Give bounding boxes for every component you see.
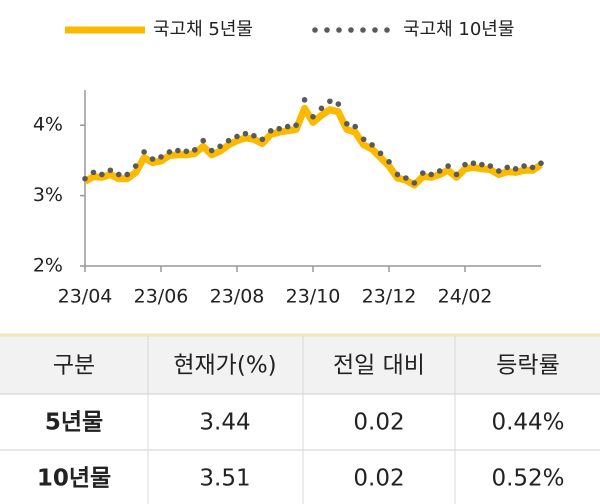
legend-label: 국고채 10년물: [403, 19, 514, 40]
data-point: [479, 161, 485, 168]
legend-marker: [384, 27, 390, 33]
legend-marker: [348, 27, 354, 33]
data-point: [377, 150, 384, 157]
data-point: [327, 98, 333, 105]
data-point: [183, 148, 190, 155]
table-cell: 5년물: [45, 410, 103, 436]
data-point: [90, 169, 97, 176]
data-point: [276, 125, 283, 132]
table-cell: 10년물: [37, 466, 111, 492]
data-point: [386, 159, 392, 165]
data-point: [411, 180, 418, 186]
data-point: [115, 171, 122, 178]
data-point: [234, 133, 240, 140]
data-point: [301, 97, 308, 103]
legend-marker: [360, 27, 366, 33]
x-tick-label: 23/06: [134, 286, 189, 308]
legend-label: 국고채 5년물: [153, 19, 253, 40]
table-header: 등락률: [496, 353, 559, 379]
data-point: [428, 171, 435, 178]
legend-marker: [372, 27, 378, 33]
y-tick-label: 3%: [33, 184, 63, 206]
data-point: [521, 163, 527, 169]
data-point: [293, 122, 299, 128]
x-tick-label: 23/12: [362, 286, 417, 308]
data-point: [453, 171, 460, 178]
data-point: [310, 113, 316, 120]
data-point: [394, 171, 401, 178]
data-point: [208, 147, 215, 154]
data-point: [132, 163, 139, 169]
y-tick-label: 4%: [33, 114, 63, 136]
data-point: [512, 166, 519, 172]
data-point: [419, 170, 426, 176]
table-cell: 0.02: [353, 466, 404, 492]
data-point: [529, 164, 536, 171]
table-header: 구분: [53, 353, 95, 379]
data-point: [504, 164, 511, 171]
data-point: [141, 149, 147, 155]
data-point: [369, 142, 375, 148]
data-point: [99, 171, 105, 178]
table-cell: 3.44: [199, 410, 250, 436]
data-point: [200, 137, 207, 144]
x-tick-label: 24/02: [438, 286, 493, 308]
data-point: [538, 160, 544, 167]
data-point: [445, 163, 451, 169]
legend-marker: [312, 27, 318, 33]
legend-marker: [324, 27, 330, 33]
data-point: [149, 156, 156, 162]
data-point: [175, 147, 181, 154]
table-cell: 0.44%: [491, 410, 564, 436]
table-cell: 3.51: [199, 466, 250, 492]
data-point: [352, 123, 359, 130]
data-point: [251, 132, 257, 139]
table-cell: 0.52%: [491, 466, 564, 492]
data-point: [470, 160, 477, 167]
data-point: [82, 175, 88, 182]
data-point: [225, 137, 232, 144]
data-point: [284, 123, 291, 130]
table-header-bg: [0, 336, 600, 394]
data-point: [436, 168, 443, 174]
data-point: [107, 167, 114, 174]
x-tick-label: 23/04: [58, 286, 113, 308]
data-point: [495, 168, 502, 174]
data-point: [267, 128, 274, 134]
table-cell: 0.02: [353, 410, 404, 436]
data-point: [242, 130, 249, 137]
data-point: [191, 147, 198, 153]
data-point: [318, 105, 325, 112]
data-line: [83, 104, 543, 189]
data-point: [217, 143, 223, 150]
table-header: 전일 대비: [333, 353, 425, 379]
data-point: [166, 149, 173, 155]
y-tick-label: 2%: [33, 255, 63, 277]
data-point: [158, 154, 164, 160]
table-header: 현재가(%): [173, 353, 276, 379]
data-point: [259, 136, 266, 143]
data-point: [462, 161, 468, 168]
legend-marker: [336, 27, 342, 33]
data-point: [343, 120, 350, 127]
x-tick-label: 23/10: [286, 286, 341, 308]
data-point: [487, 163, 494, 169]
x-tick-label: 23/08: [210, 286, 265, 308]
data-point: [124, 171, 131, 178]
data-point: [360, 136, 367, 143]
data-point: [335, 101, 342, 107]
data-point: [403, 175, 409, 181]
